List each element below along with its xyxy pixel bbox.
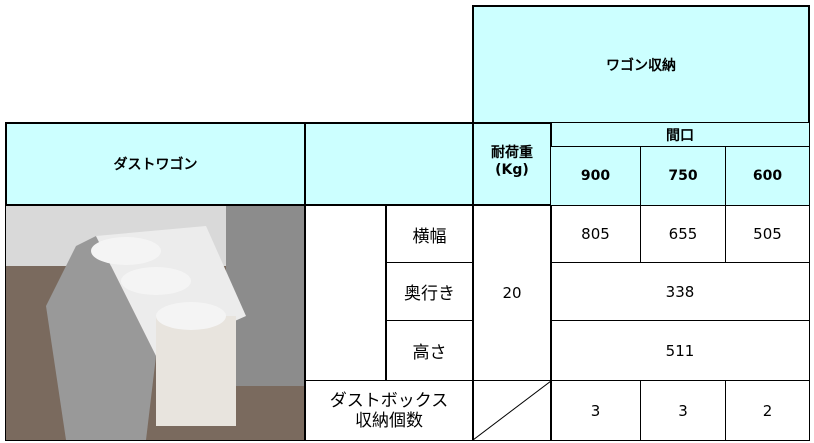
load-value-text: 20	[502, 284, 522, 302]
group-header-text: ワゴン収納	[606, 57, 676, 74]
row-label: 奥行き	[385, 262, 474, 321]
load-value: 20	[472, 205, 552, 381]
photo-illustration	[6, 206, 305, 440]
product-header: ダストワゴン	[5, 122, 306, 206]
product-photo	[5, 205, 306, 441]
width-header-text: 900	[580, 168, 611, 184]
box-label: ダストボックス 収納個数	[304, 380, 474, 441]
frontage-header-text: 間口	[666, 128, 694, 144]
product-header-text: ダストワゴン	[113, 157, 198, 173]
load-header: 耐荷重 (Kg)	[472, 122, 552, 206]
value-cell: 655	[640, 205, 726, 263]
load-header-unit: (Kg)	[495, 162, 529, 178]
row-label-text: 高さ	[412, 343, 447, 363]
row-label: 高さ	[385, 320, 474, 381]
row-label-text: 横幅	[412, 226, 447, 247]
value-text: 2	[762, 401, 773, 420]
group-header: ワゴン収納	[472, 5, 810, 124]
frontage-header: 間口	[550, 122, 810, 148]
value-text: 3	[678, 401, 688, 420]
value-cell: 2	[725, 380, 810, 441]
value-cell: 511	[550, 320, 810, 381]
width-header: 900	[550, 146, 641, 206]
diagonal-line	[473, 381, 551, 440]
value-text: 655	[668, 225, 698, 243]
empty-header	[304, 122, 474, 206]
row-label-text: 奥行き	[404, 284, 455, 304]
diagonal-cell	[472, 380, 552, 441]
row-label: 横幅	[385, 205, 474, 263]
value-text: 3	[590, 401, 601, 420]
value-cell: 505	[725, 205, 810, 263]
value-text: 338	[665, 282, 695, 301]
value-text: 511	[665, 341, 695, 360]
value-cell: 805	[550, 205, 641, 263]
empty-cell	[304, 205, 387, 381]
load-header-text: 耐荷重	[491, 145, 533, 161]
box-label-text: 収納個数	[355, 410, 423, 431]
value-cell: 3	[640, 380, 726, 441]
value-text: 805	[581, 225, 610, 243]
value-cell: 338	[550, 262, 810, 321]
box-label-text: ダストボックス	[329, 390, 449, 411]
value-cell: 3	[550, 380, 641, 441]
width-header-text: 750	[668, 168, 698, 184]
width-header-text: 600	[752, 168, 783, 184]
value-text: 505	[753, 225, 782, 243]
width-header: 750	[640, 146, 726, 206]
width-header: 600	[725, 146, 810, 206]
